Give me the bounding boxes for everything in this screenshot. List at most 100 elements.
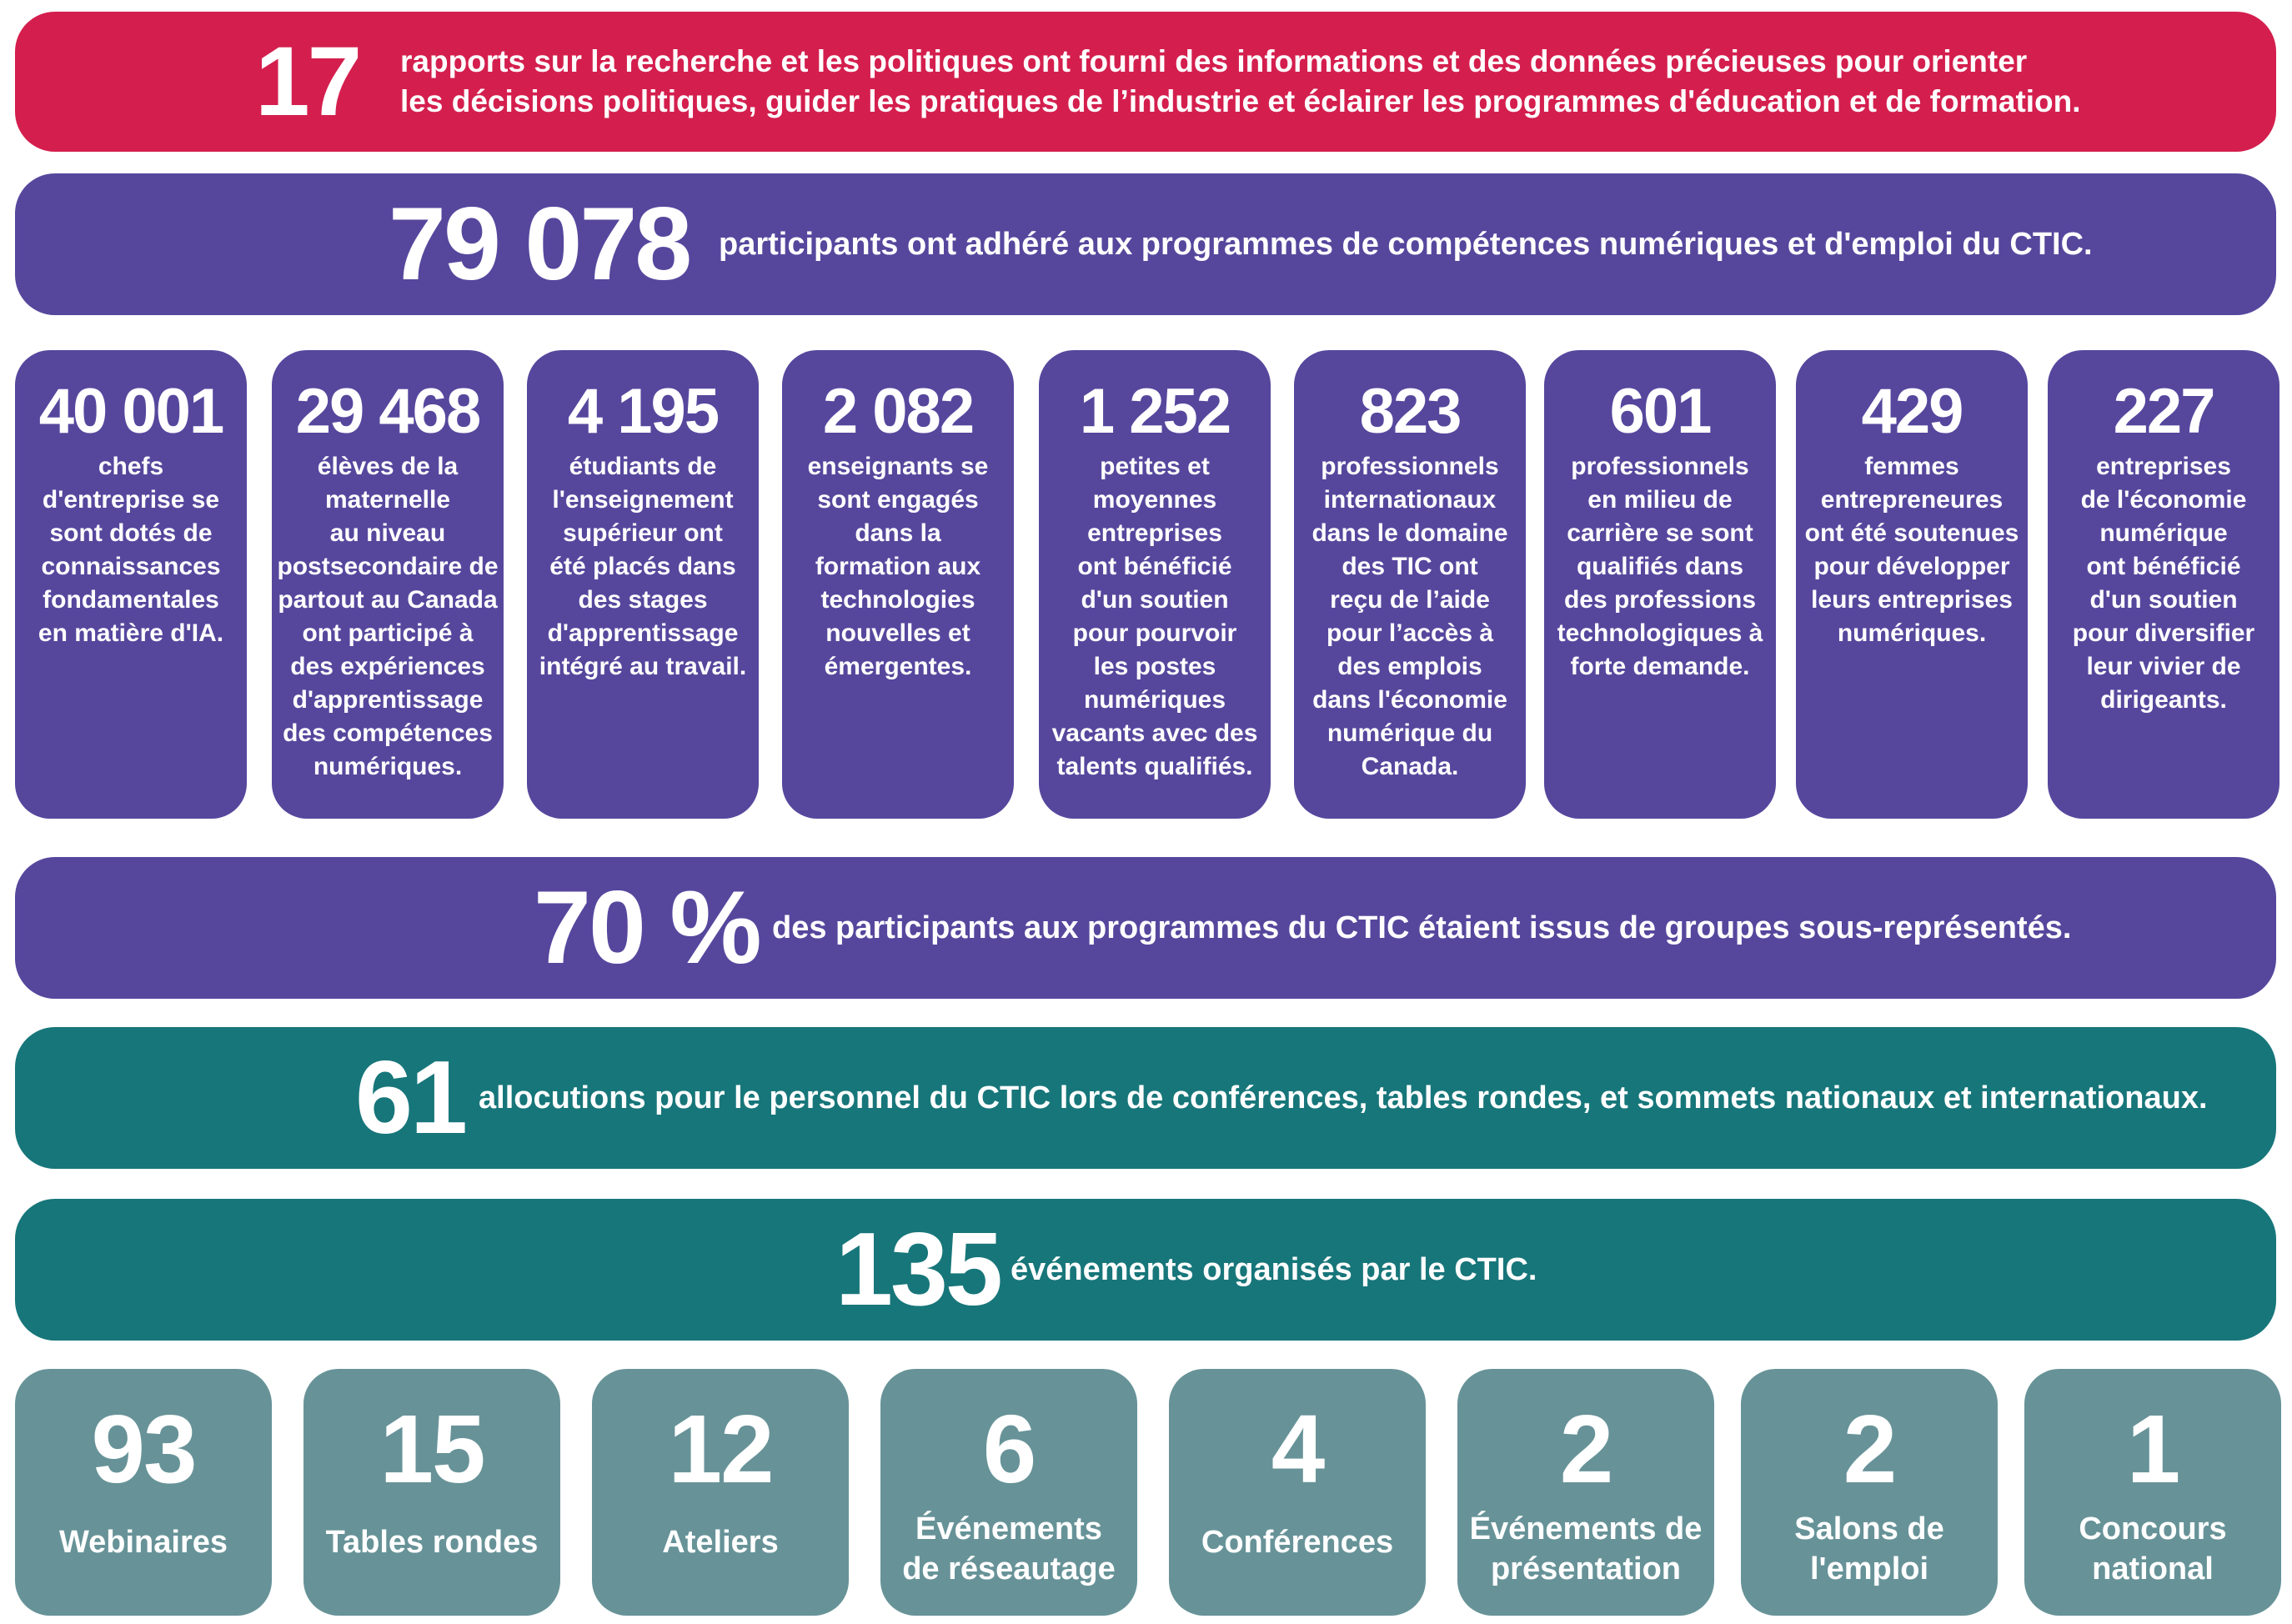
event-type-card: 2 Salons de l'emploi (1741, 1369, 1998, 1616)
reports-number: 17 (255, 27, 362, 137)
event-type-label-line: Événements (915, 1511, 1102, 1546)
participant-card-line: petites et (1100, 453, 1210, 480)
underrepresented-banner: 70 % des participants aux programmes du … (15, 857, 2276, 999)
participant-card-line: enseignants se (807, 453, 989, 480)
participant-card-line: pour l’accès à (1326, 619, 1494, 647)
speeches-number: 61 (355, 1040, 468, 1155)
participant-card-line: dans le domaine (1312, 519, 1508, 547)
event-type-count: 93 (91, 1395, 197, 1503)
participant-card-line: technologies (820, 586, 975, 614)
participant-card-line: qualifiés dans (1576, 553, 1744, 580)
participant-card-line: des stages (578, 586, 708, 614)
participant-card-line: d'un soutien (1081, 586, 1229, 614)
participant-card-line: des compétences (283, 719, 493, 747)
participant-card-line: formation aux (815, 553, 981, 580)
participant-card-text: professionnels internationaux dans le doma… (1299, 450, 1521, 784)
events-text: événements organisés par le CTIC. (1011, 1251, 1537, 1287)
participant-card-line: ont participé à (302, 619, 474, 647)
underrepresented-text: des participants aux programmes du CTIC … (772, 910, 2072, 945)
event-type-label-line: Tables rondes (325, 1525, 539, 1560)
participant-card-number: 40 001 (38, 376, 224, 447)
participant-card-line: au niveau (329, 519, 446, 547)
participants-number: 79 078 (389, 187, 692, 302)
event-type-card: 93 Webinaires (15, 1369, 272, 1616)
participant-card-text: femmes entrepreneures ont été soutenues pou… (1801, 450, 2023, 650)
participant-card-line: étudiants de (569, 453, 717, 480)
event-type-label: Conférences (1172, 1522, 1422, 1562)
participant-card: 601 professionnels en milieu de carrière se… (1544, 350, 1776, 819)
reports-banner: 17 rapports sur la recherche et les poli… (15, 12, 2276, 152)
participant-card-text: petites et moyennes entreprises ont bénéfic… (1044, 450, 1266, 784)
participant-card-line: internationaux (1323, 486, 1497, 514)
participant-card: 429 femmes entrepreneures ont été soutenues… (1796, 350, 2028, 819)
participants-text: participants ont adhéré aux programmes d… (719, 226, 2093, 262)
event-type-label: Événements de présentation (1461, 1509, 1711, 1589)
event-type-label-line: Concours (2079, 1511, 2227, 1546)
event-type-label: Webinaires (18, 1522, 268, 1562)
participant-card-line: des expériences (290, 653, 485, 680)
participant-card-line: connaissances (41, 553, 221, 580)
participant-card-line: pour pourvoir (1072, 619, 1237, 647)
participant-card-number: 227 (2113, 376, 2216, 447)
participant-card-line: des TIC ont (1342, 553, 1478, 580)
participant-card-line: l'enseignement (552, 486, 734, 514)
event-type-count: 1 (2126, 1395, 2181, 1503)
participant-card-line: en matière d'IA. (38, 619, 224, 647)
event-type-label-line: présentation (1490, 1551, 1682, 1586)
participant-card-line: vacants avec des (1051, 719, 1258, 747)
participant-card-line: moyennes (1092, 486, 1217, 514)
participant-card-line: intégré au travail. (539, 653, 747, 680)
participants-banner: 79 078 participants ont adhéré aux progr… (15, 173, 2276, 315)
event-type-card: 1 Concours national (2024, 1369, 2281, 1616)
participant-card-line: postsecondaire de (277, 553, 499, 580)
participant-card-number: 823 (1359, 376, 1462, 447)
participant-card-line: fondamentales (43, 586, 219, 614)
event-type-count: 15 (379, 1395, 485, 1503)
participant-card-line: leur vivier de (2086, 653, 2241, 680)
participant-card: 2 082 enseignants se sont engagés dans la fo… (782, 350, 1014, 819)
participant-card-line: talents qualifiés. (1056, 753, 1253, 780)
events-banner: 135 événements organisés par le CTIC. (15, 1199, 2276, 1341)
event-type-label: Salons de l'emploi (1744, 1509, 1994, 1589)
participant-card-line: dans la (855, 519, 941, 547)
participant-card-text: élèves de la maternelle au niveau postsecon… (277, 450, 499, 784)
participant-card-number: 2 082 (822, 376, 975, 447)
event-type-card: 2 Événements de présentation (1457, 1369, 1714, 1616)
event-type-label: Événements de réseautage (884, 1509, 1134, 1589)
participant-card-line: pour diversifier (2072, 619, 2255, 647)
participant-card-line: maternelle (324, 486, 451, 514)
participant-card-line: numériques (1083, 686, 1226, 714)
participant-card-line: forte demande. (1570, 653, 1750, 680)
participant-card-line: des professions (1563, 586, 1757, 614)
event-type-card: 6 Événements de réseautage (880, 1369, 1137, 1616)
participant-card-line: reçu de l’aide (1330, 586, 1490, 614)
participant-card: 1 252 petites et moyennes entreprises ont bé… (1039, 350, 1271, 819)
event-type-card: 12 Ateliers (592, 1369, 849, 1616)
event-type-label-line: Salons de (1794, 1511, 1944, 1546)
participant-card-text: enseignants se sont engagés dans la formati… (787, 450, 1009, 684)
participant-card-line: Canada. (1361, 753, 1459, 780)
participant-card-line: les postes (1093, 653, 1216, 680)
participant-card-number: 601 (1609, 376, 1713, 447)
reports-text: rapports sur la recherche et les politiq… (400, 12, 2081, 152)
participant-card-line: nouvelles et (825, 619, 970, 647)
participant-card-line: leurs entreprises (1811, 586, 2013, 614)
participant-card-line: entreprises (1087, 519, 1222, 547)
participant-card-line: ont été soutenues (1804, 519, 2019, 547)
participant-card-line: numériques. (313, 753, 463, 780)
speeches-text: allocutions pour le personnel du CTIC lo… (479, 1080, 2208, 1115)
participant-card-number: 429 (1861, 376, 1964, 447)
event-type-label-line: l'emploi (1809, 1551, 1929, 1586)
participant-card-line: d'apprentissage (547, 619, 739, 647)
participant-card-line: numérique (2099, 519, 2228, 547)
participant-card-line: supérieur ont (563, 519, 723, 547)
speeches-banner: 61 allocutions pour le personnel du CTIC… (15, 1027, 2276, 1169)
participant-card-line: ont bénéficié (1077, 553, 1232, 580)
event-type-label-line: Webinaires (58, 1525, 228, 1560)
participant-card-line: sont dotés de (49, 519, 213, 547)
participant-card-line: chefs (98, 453, 164, 480)
underrepresented-number: 70 % (534, 870, 762, 985)
participant-card-text: entreprises de l'économie numérique ont bén… (2053, 450, 2274, 717)
participant-card-line: ont bénéficié (2086, 553, 2241, 580)
participant-card-line: de l'économie (2080, 486, 2247, 514)
